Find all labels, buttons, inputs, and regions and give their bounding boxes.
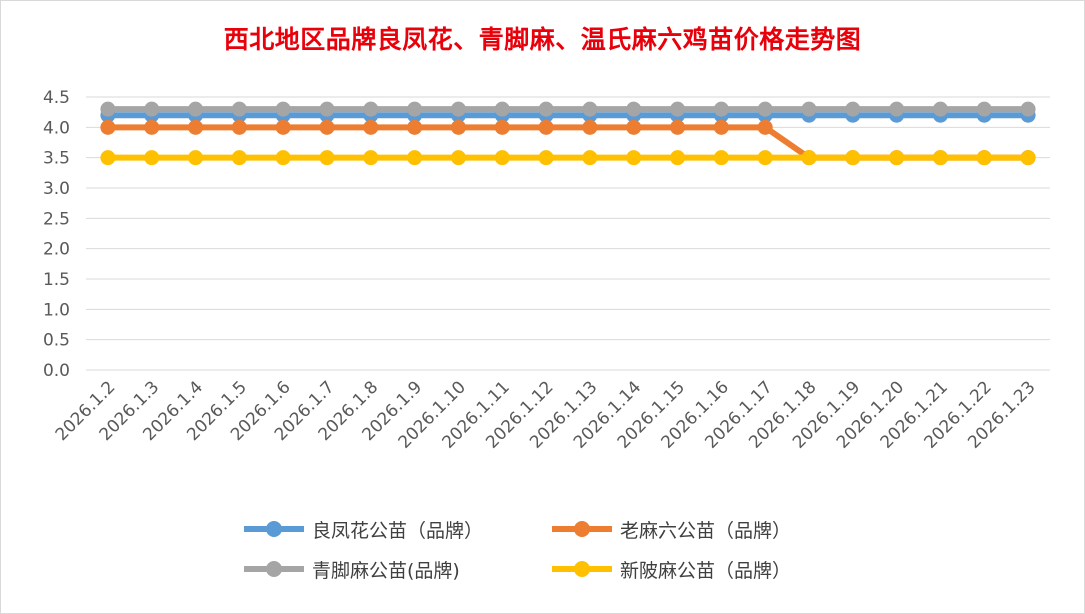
data-point [670, 119, 686, 135]
data-point [407, 150, 423, 166]
data-point [319, 150, 335, 166]
legend-item-4[interactable]: 新陂麻公苗（品牌） [552, 554, 791, 584]
data-point [188, 119, 204, 135]
data-point [582, 101, 598, 117]
data-point [713, 101, 729, 117]
gridlines [86, 96, 1050, 371]
data-point [845, 150, 861, 166]
y-axis-ticks: 0.0 0.5 1.0 1.5 2.0 2.5 3.0 3.5 4.0 4.5 [43, 88, 70, 381]
data-point [494, 150, 510, 166]
data-point [363, 101, 379, 117]
legend-label-3: 青脚麻公苗(品牌) [312, 559, 460, 582]
data-point [275, 150, 291, 166]
series-lines [100, 101, 1036, 166]
legend-marker-4 [552, 554, 612, 584]
data-point [100, 119, 116, 135]
x-axis-ticks: 2026.1.22026.1.32026.1.42026.1.52026.1.6… [52, 377, 1040, 452]
data-point [845, 101, 861, 117]
data-point [231, 119, 247, 135]
data-point [801, 150, 817, 166]
data-point [626, 119, 642, 135]
data-point [494, 101, 510, 117]
y-tick-label: 2.0 [43, 240, 70, 260]
data-point [713, 119, 729, 135]
data-point [1020, 101, 1036, 117]
legend-marker-2 [552, 514, 612, 544]
legend-item-2[interactable]: 老麻六公苗（品牌） [552, 514, 791, 544]
legend-label-1: 良凤花公苗（品牌） [312, 519, 484, 542]
data-point [144, 150, 160, 166]
y-tick-label: 2.5 [43, 209, 70, 229]
data-point [450, 119, 466, 135]
data-point [275, 101, 291, 117]
y-tick-label: 3.0 [43, 179, 70, 199]
data-point [144, 119, 160, 135]
legend-marker-3 [244, 554, 304, 584]
data-point [494, 119, 510, 135]
data-point [670, 150, 686, 166]
data-point [188, 101, 204, 117]
data-point [231, 150, 247, 166]
data-point [889, 150, 905, 166]
data-point [757, 150, 773, 166]
data-point [932, 101, 948, 117]
data-point [100, 150, 116, 166]
data-point [319, 119, 335, 135]
y-tick-label: 1.0 [43, 300, 70, 320]
y-tick-label: 3.5 [43, 149, 70, 169]
legend-label-4: 新陂麻公苗（品牌） [620, 559, 792, 582]
legend-dot-1 [266, 521, 282, 537]
data-point [713, 150, 729, 166]
data-point [889, 101, 905, 117]
data-point [450, 101, 466, 117]
data-point [1020, 150, 1036, 166]
y-tick-label: 0.0 [43, 361, 70, 381]
data-point [582, 119, 598, 135]
legend: 良凤花公苗（品牌） 老麻六公苗（品牌） 青脚麻公苗(品牌) 新陂麻公苗（品牌） [0, 508, 1085, 588]
data-point [144, 101, 160, 117]
data-point [932, 150, 948, 166]
data-point [670, 101, 686, 117]
data-point [100, 101, 116, 117]
series-line [104, 124, 1032, 161]
data-point [757, 101, 773, 117]
legend-dot-2 [574, 521, 590, 537]
data-point [538, 150, 554, 166]
y-tick-label: 4.0 [43, 118, 70, 138]
data-point [363, 150, 379, 166]
legend-item-3[interactable]: 青脚麻公苗(品牌) [244, 554, 460, 584]
legend-label-2: 老麻六公苗（品牌） [620, 519, 792, 542]
data-point [626, 101, 642, 117]
data-point [188, 150, 204, 166]
data-point [407, 101, 423, 117]
series-3 [100, 101, 1036, 117]
data-point [582, 150, 598, 166]
data-point [801, 101, 817, 117]
data-point [363, 119, 379, 135]
chart-title: 西北地区品牌良凤花、青脚麻、温氏麻六鸡苗价格走势图 [223, 25, 862, 54]
data-point [626, 150, 642, 166]
data-point [538, 101, 554, 117]
y-tick-label: 4.5 [43, 88, 70, 108]
legend-dot-3 [266, 561, 282, 577]
data-point [538, 119, 554, 135]
data-point [231, 101, 247, 117]
data-point [757, 119, 773, 135]
y-tick-label: 0.5 [43, 331, 70, 351]
legend-marker-1 [244, 514, 304, 544]
data-point [275, 119, 291, 135]
legend-dot-4 [574, 561, 590, 577]
data-point [450, 150, 466, 166]
legend-item-1[interactable]: 良凤花公苗（品牌） [244, 514, 483, 544]
series-4 [100, 150, 1036, 166]
data-point [976, 150, 992, 166]
data-point [976, 101, 992, 117]
y-tick-label: 1.5 [43, 270, 70, 290]
data-point [319, 101, 335, 117]
data-point [407, 119, 423, 135]
